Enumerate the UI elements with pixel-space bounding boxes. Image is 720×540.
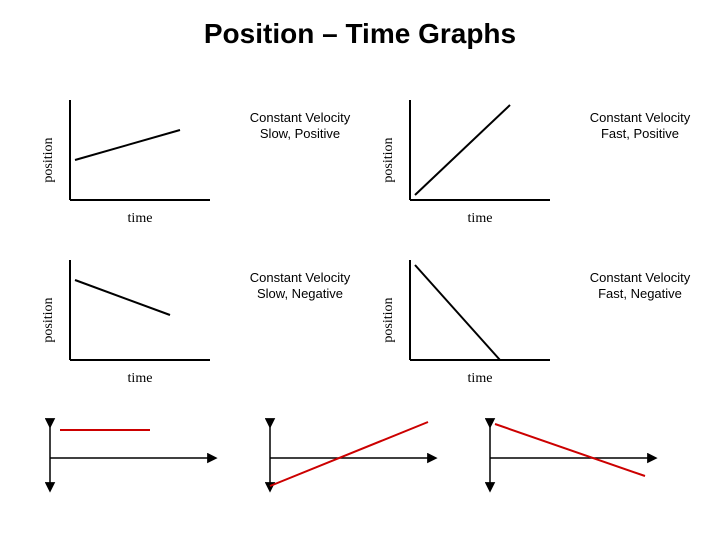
caption-slow-positive: Constant Velocity Slow, Positive xyxy=(230,110,370,143)
caption-line-2: Slow, Negative xyxy=(230,286,370,302)
y-axis-label: position xyxy=(41,297,56,342)
data-line xyxy=(75,280,170,315)
plot-slow-positive: position time xyxy=(40,90,220,230)
graph-fast-negative: position time Constant Velocity Fast, Ne… xyxy=(380,250,720,390)
plot-fast-negative: position time xyxy=(380,250,560,390)
y-axis-label: position xyxy=(381,137,396,182)
y-axis-label: position xyxy=(41,137,56,182)
graph-row-2: position time Constant Velocity Slow, Ne… xyxy=(40,250,720,390)
x-axis-label: time xyxy=(128,211,153,226)
x-axis-label: time xyxy=(468,371,493,386)
vector-plot-positive xyxy=(260,418,450,508)
vector-panel-negative xyxy=(480,418,700,508)
vector-plot-stopped xyxy=(40,418,230,508)
graph-slow-positive: position time Constant Velocity Slow, Po… xyxy=(40,90,380,230)
vector-plot-negative xyxy=(480,418,670,508)
x-axis-label: time xyxy=(468,211,493,226)
x-axis-label: time xyxy=(128,371,153,386)
caption-line-1: Constant Velocity xyxy=(570,110,710,126)
red-line xyxy=(495,424,645,476)
caption-line-2: Fast, Negative xyxy=(570,286,710,302)
vector-panel-stopped xyxy=(40,418,260,508)
caption-line-1: Constant Velocity xyxy=(230,110,370,126)
red-line xyxy=(270,422,428,486)
page-title: Position – Time Graphs xyxy=(0,0,720,50)
plot-fast-positive: position time xyxy=(380,90,560,230)
caption-line-1: Constant Velocity xyxy=(230,270,370,286)
data-line xyxy=(415,105,510,195)
caption-line-1: Constant Velocity xyxy=(570,270,710,286)
data-line xyxy=(415,265,500,360)
vector-row xyxy=(40,418,700,508)
caption-slow-negative: Constant Velocity Slow, Negative xyxy=(230,270,370,303)
vector-panel-positive xyxy=(260,418,480,508)
caption-fast-negative: Constant Velocity Fast, Negative xyxy=(570,270,710,303)
graph-slow-negative: position time Constant Velocity Slow, Ne… xyxy=(40,250,380,390)
graph-row-1: position time Constant Velocity Slow, Po… xyxy=(40,90,720,230)
data-line xyxy=(75,130,180,160)
caption-line-2: Fast, Positive xyxy=(570,126,710,142)
graph-fast-positive: position time Constant Velocity Fast, Po… xyxy=(380,90,720,230)
caption-fast-positive: Constant Velocity Fast, Positive xyxy=(570,110,710,143)
y-axis-label: position xyxy=(381,297,396,342)
plot-slow-negative: position time xyxy=(40,250,220,390)
caption-line-2: Slow, Positive xyxy=(230,126,370,142)
